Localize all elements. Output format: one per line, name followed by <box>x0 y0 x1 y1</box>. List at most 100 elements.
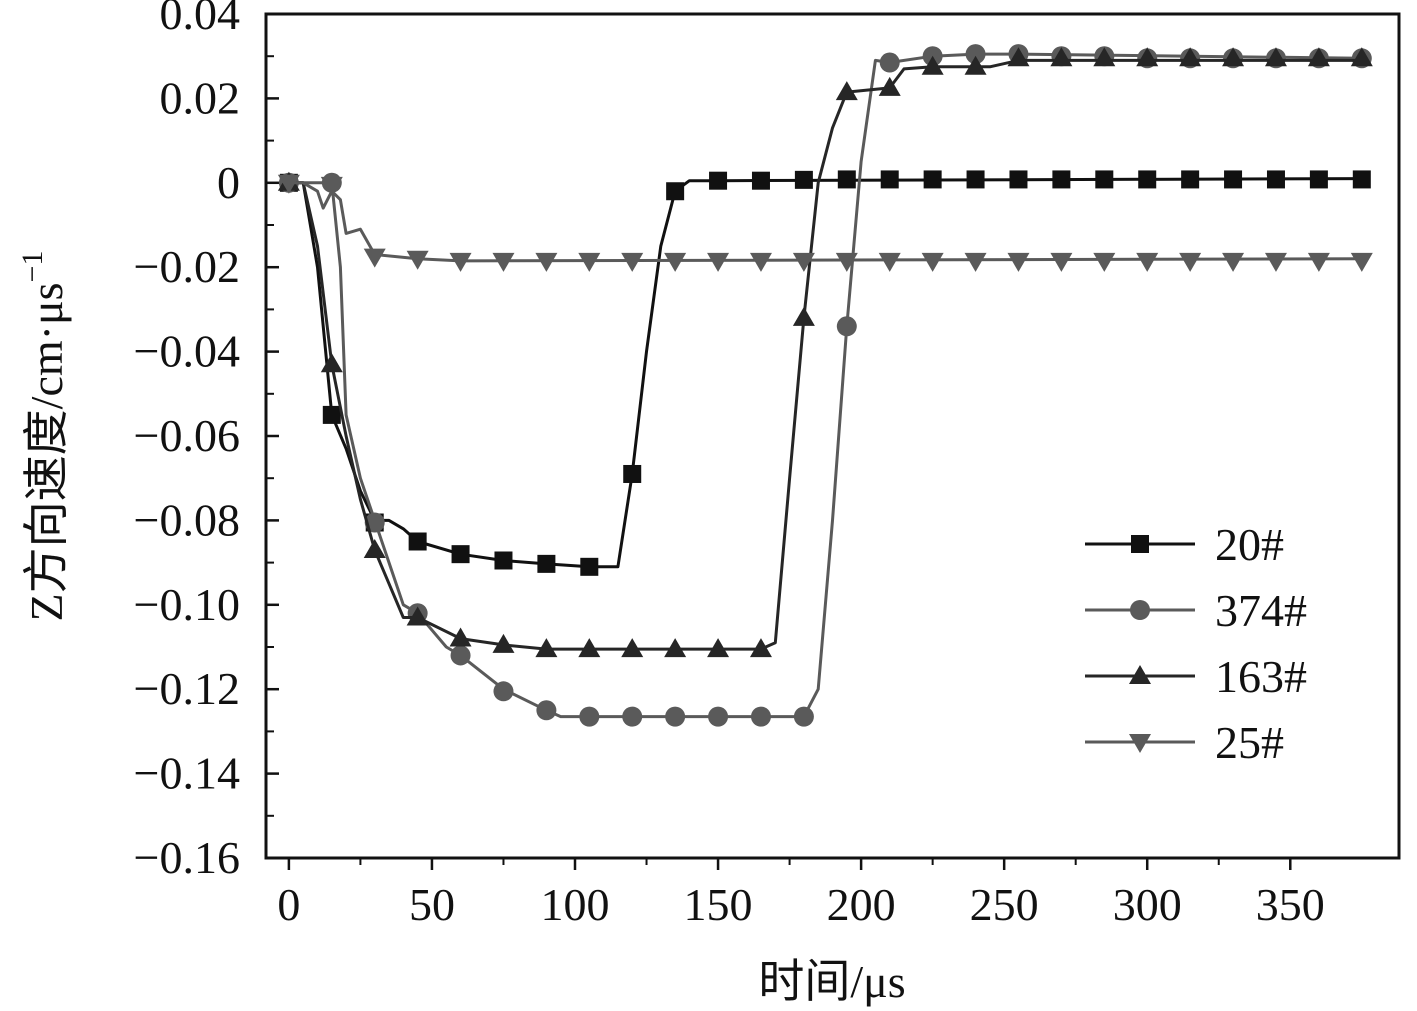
data-point <box>621 252 644 272</box>
data-point <box>1179 252 1202 272</box>
x-tick-label: 250 <box>970 879 1039 930</box>
data-point <box>664 252 687 272</box>
x-tick-label: 150 <box>684 879 753 930</box>
y-tick-label: −0.10 <box>134 579 240 630</box>
y-tick-label: −0.08 <box>134 494 240 545</box>
data-point <box>836 316 857 337</box>
data-point <box>408 532 427 551</box>
x-tick-label: 0 <box>277 879 300 930</box>
data-point <box>1093 252 1116 272</box>
data-point <box>878 252 901 272</box>
data-point <box>1350 252 1373 272</box>
series-layer <box>277 44 1373 727</box>
data-point <box>880 170 899 189</box>
data-point <box>751 171 770 190</box>
x-tick-label: 50 <box>409 879 455 930</box>
data-point <box>1352 170 1371 189</box>
series-2 <box>277 47 1373 658</box>
data-point <box>749 638 772 658</box>
data-point <box>363 538 386 558</box>
y-tick-label: −0.12 <box>134 663 240 714</box>
data-point <box>1136 252 1159 272</box>
y-axis-ticks: 0.04 0.02 0 −0.02 −0.04 −0.06 −0.08 −0.10 −0.12 −… <box>134 0 279 883</box>
data-point <box>923 170 942 189</box>
data-point <box>493 681 514 702</box>
data-point <box>1093 47 1116 67</box>
legend-marker <box>1131 535 1149 553</box>
data-point <box>537 554 556 573</box>
series-line <box>288 58 1362 651</box>
data-point <box>492 252 515 272</box>
legend-label: 163# <box>1215 651 1307 702</box>
data-point <box>1050 47 1073 67</box>
data-point <box>492 633 515 653</box>
data-point <box>621 638 644 658</box>
data-point <box>835 81 858 101</box>
data-point <box>708 706 729 727</box>
y-tick-label: 0.02 <box>160 72 241 123</box>
y-tick-label: −0.04 <box>134 326 240 377</box>
y-tick-label: 0.04 <box>160 0 241 39</box>
data-point <box>1179 47 1202 67</box>
data-point <box>449 627 472 647</box>
y-axis-title-exponent: −1 <box>16 251 49 283</box>
x-axis-ticks: 0 50 100 150 200 250 300 350 <box>277 858 1325 930</box>
legend-label: 25# <box>1215 717 1284 768</box>
data-point <box>406 606 429 626</box>
data-point <box>363 248 386 268</box>
data-point <box>580 557 599 576</box>
data-point <box>1264 47 1287 67</box>
y-tick-label: −0.02 <box>134 241 240 292</box>
data-point <box>707 638 730 658</box>
data-point <box>1266 170 1285 189</box>
data-point <box>449 252 472 272</box>
data-point <box>1307 47 1330 67</box>
legend-marker <box>1130 600 1150 620</box>
legend-label: 374# <box>1215 585 1307 636</box>
data-point <box>1307 252 1330 272</box>
data-point <box>964 252 987 272</box>
data-point <box>1350 47 1373 67</box>
x-axis-title: 时间/μs <box>758 956 905 1007</box>
data-point <box>622 706 643 727</box>
data-point <box>494 551 513 570</box>
data-point <box>666 182 685 201</box>
data-point <box>965 44 986 65</box>
data-point <box>1222 47 1245 67</box>
data-point <box>406 250 429 270</box>
data-point <box>535 638 558 658</box>
data-point <box>707 252 730 272</box>
data-point <box>1138 170 1157 189</box>
data-point <box>578 638 601 658</box>
data-point <box>709 171 728 190</box>
data-point <box>1136 47 1159 67</box>
series-1 <box>278 44 1372 727</box>
legend-marker <box>1129 665 1151 684</box>
data-point <box>1052 170 1071 189</box>
x-tick-label: 200 <box>827 879 896 930</box>
series-line <box>288 177 1362 569</box>
data-point <box>1222 252 1245 272</box>
legend-label: 20# <box>1215 519 1284 570</box>
data-point <box>750 706 771 727</box>
data-point <box>320 176 343 196</box>
data-point <box>277 174 300 194</box>
data-point <box>792 306 815 326</box>
legend-marker <box>1129 734 1151 753</box>
data-point <box>793 706 814 727</box>
data-point <box>1181 170 1200 189</box>
data-point <box>1007 47 1030 67</box>
data-point <box>794 170 813 189</box>
data-point <box>1007 252 1030 272</box>
data-point <box>837 170 856 189</box>
y-axis-title: Z方向速度/cm·μs−1 <box>16 251 72 622</box>
data-point <box>664 638 687 658</box>
x-tick-label: 350 <box>1256 879 1325 930</box>
legend: 20# 374# 163# 25# <box>1085 519 1307 768</box>
data-point <box>578 252 601 272</box>
data-point <box>450 645 471 666</box>
data-point <box>966 170 985 189</box>
data-point <box>320 353 343 373</box>
data-point <box>535 252 558 272</box>
